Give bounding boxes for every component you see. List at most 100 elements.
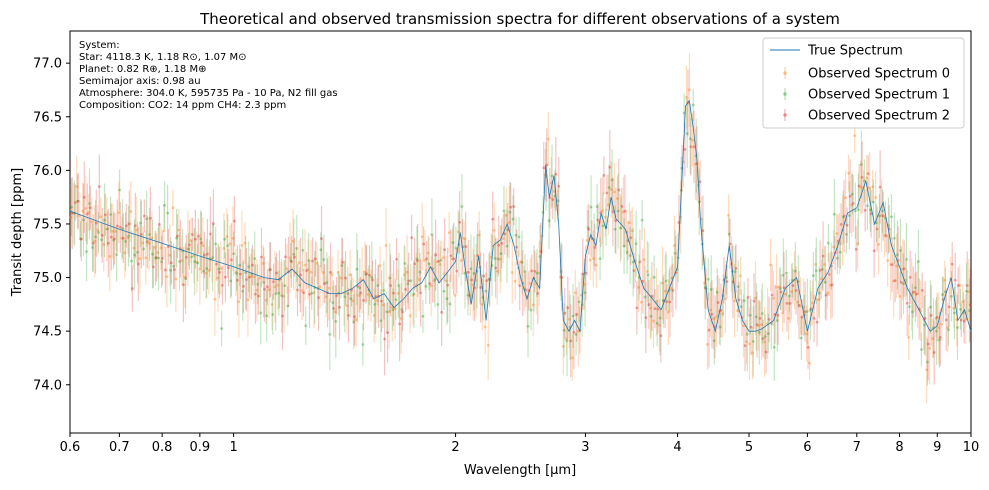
data-point bbox=[935, 315, 939, 319]
data-point bbox=[206, 252, 209, 256]
legend-label: Observed Spectrum 1 bbox=[808, 88, 950, 103]
data-point bbox=[241, 289, 245, 293]
data-point bbox=[871, 185, 875, 189]
data-point bbox=[291, 239, 295, 243]
data-point bbox=[585, 239, 589, 242]
data-point bbox=[483, 325, 487, 329]
data-point bbox=[689, 145, 693, 149]
data-point bbox=[275, 271, 278, 275]
data-point bbox=[853, 209, 857, 213]
data-point bbox=[163, 203, 167, 207]
data-point bbox=[808, 361, 811, 365]
x-axis: 0.6 0.7 0.8 0.9 1 2 3 4 5 6 7 8 9 10 bbox=[60, 433, 979, 455]
data-point bbox=[309, 270, 313, 274]
data-point bbox=[136, 262, 140, 266]
data-point bbox=[117, 211, 121, 214]
data-point bbox=[739, 305, 743, 309]
data-point bbox=[817, 291, 821, 295]
data-point bbox=[850, 203, 854, 207]
data-point bbox=[425, 257, 429, 261]
data-point bbox=[467, 270, 471, 274]
data-point bbox=[357, 293, 361, 297]
data-point bbox=[375, 299, 379, 303]
data-point bbox=[498, 257, 502, 261]
data-point bbox=[823, 280, 827, 284]
data-point bbox=[547, 219, 551, 223]
data-point bbox=[399, 317, 403, 320]
data-point bbox=[133, 224, 137, 228]
data-point bbox=[914, 286, 917, 290]
data-point bbox=[514, 233, 518, 237]
data-point bbox=[507, 221, 511, 224]
data-point bbox=[216, 276, 220, 280]
data-point bbox=[575, 313, 579, 316]
info-line: Composition: CO2: 14 ppm CH4: 2.3 ppm bbox=[79, 100, 286, 111]
data-point bbox=[734, 267, 738, 270]
data-point bbox=[688, 137, 692, 141]
data-point bbox=[619, 226, 623, 230]
data-point bbox=[499, 252, 503, 256]
data-point bbox=[528, 282, 532, 285]
data-point bbox=[334, 320, 338, 323]
data-point bbox=[748, 313, 752, 317]
data-point bbox=[787, 294, 791, 298]
data-point bbox=[583, 291, 587, 295]
data-point bbox=[596, 218, 600, 222]
data-point bbox=[827, 273, 831, 276]
data-point bbox=[503, 232, 507, 236]
data-point bbox=[280, 294, 284, 298]
data-point bbox=[368, 273, 371, 277]
data-point bbox=[785, 301, 789, 305]
data-point bbox=[751, 351, 754, 355]
legend-marker bbox=[783, 92, 787, 96]
data-point bbox=[244, 271, 248, 274]
data-point bbox=[868, 208, 872, 212]
data-point bbox=[862, 179, 866, 183]
data-point bbox=[358, 286, 362, 290]
data-point bbox=[135, 228, 139, 232]
data-point bbox=[282, 294, 286, 298]
data-point bbox=[920, 288, 924, 292]
data-point bbox=[299, 273, 302, 277]
data-point bbox=[938, 338, 941, 342]
data-point bbox=[472, 272, 476, 275]
data-point bbox=[500, 242, 504, 245]
data-point bbox=[106, 227, 109, 231]
data-point bbox=[265, 314, 269, 318]
data-point bbox=[444, 279, 448, 283]
data-point bbox=[447, 231, 451, 235]
true-spectrum-line bbox=[69, 99, 972, 333]
data-point bbox=[448, 302, 452, 306]
x-tick-label: 0.8 bbox=[152, 440, 173, 455]
data-point bbox=[890, 263, 894, 267]
data-point bbox=[588, 258, 592, 262]
data-point bbox=[520, 261, 524, 264]
data-point bbox=[88, 202, 91, 205]
data-point bbox=[288, 256, 292, 260]
data-point bbox=[85, 212, 89, 216]
data-point bbox=[384, 244, 388, 247]
data-point bbox=[297, 261, 301, 265]
x-tick-label: 0.6 bbox=[60, 440, 81, 455]
data-point bbox=[303, 263, 307, 267]
data-point bbox=[156, 251, 160, 255]
data-point bbox=[148, 233, 151, 236]
data-point bbox=[770, 293, 774, 297]
chart-title: Theoretical and observed transmission sp… bbox=[199, 10, 840, 28]
data-point bbox=[745, 340, 748, 344]
data-point bbox=[607, 186, 611, 189]
data-point bbox=[829, 283, 832, 287]
data-point bbox=[844, 233, 848, 236]
data-point bbox=[598, 257, 602, 261]
data-point bbox=[871, 200, 875, 204]
data-point bbox=[372, 314, 376, 317]
data-point bbox=[673, 251, 677, 255]
x-tick-label: 2 bbox=[451, 440, 459, 455]
data-point bbox=[406, 282, 410, 286]
data-point bbox=[428, 282, 432, 286]
data-point bbox=[347, 313, 350, 317]
data-point bbox=[513, 279, 517, 283]
data-point bbox=[736, 309, 739, 313]
data-point bbox=[874, 196, 878, 199]
data-point bbox=[306, 268, 310, 271]
